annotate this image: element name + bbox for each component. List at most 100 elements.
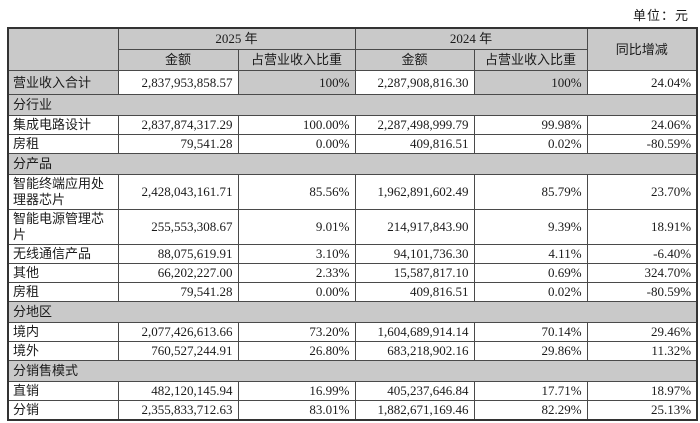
- table-row: 房租 79,541.28 0.00% 409,816.51 0.02% -80.59%: [7, 282, 698, 302]
- table-cell: 214,917,843.90: [354, 209, 475, 245]
- section-row: 分销售模式: [7, 360, 698, 382]
- table-cell: 409,816.51: [354, 134, 475, 154]
- table-row: 分销 2,355,833,712.63 83.01% 1,882,671,169.46…: [7, 400, 698, 421]
- table-cell: 2,287,908,816.30: [354, 70, 475, 95]
- header-year-2025: 2025 年: [117, 27, 356, 50]
- table-row: 无线通信产品 88,075,619.91 3.10% 94,101,736.30 4.1…: [7, 244, 698, 264]
- table-cell: 83.01%: [237, 400, 356, 421]
- revenue-breakdown-table: 2025 年 2024 年 同比增减 金额 占营业收入比重 金额 占营业收入比重…: [7, 27, 699, 421]
- row-label: 分销: [7, 400, 119, 421]
- table-cell: 25.13%: [586, 400, 698, 421]
- table-cell: 16.99%: [237, 381, 356, 401]
- table-cell: -80.59%: [586, 134, 698, 154]
- table-cell: 85.56%: [237, 174, 356, 210]
- row-label: 集成电路设计: [7, 115, 119, 135]
- table-cell: 3.10%: [237, 244, 356, 264]
- row-label: 其他: [7, 263, 119, 283]
- table-cell: 0.69%: [473, 263, 588, 283]
- table-cell: 0.02%: [473, 134, 588, 154]
- table-row: 智能终端应用处理器芯片 2,428,043,161.71 85.56% 1,962,8…: [7, 174, 698, 210]
- section-row: 分地区: [7, 301, 698, 323]
- table-cell: 2,428,043,161.71: [117, 174, 239, 210]
- row-label: 房租: [7, 134, 119, 154]
- table-row: 营业收入合计 2,837,953,858.57 100% 2,287,908,816.…: [7, 70, 698, 95]
- row-label: 智能电源管理芯片: [7, 209, 119, 245]
- header-row-measures: 金额 占营业收入比重 金额 占营业收入比重: [8, 49, 697, 71]
- row-label: 智能终端应用处理器芯片: [7, 174, 119, 210]
- table-cell: 2,355,833,712.63: [117, 400, 239, 421]
- table-cell: -80.59%: [586, 282, 698, 302]
- table-cell: 405,237,646.84: [354, 381, 475, 401]
- header-amount-2024: 金额: [354, 49, 475, 71]
- table-cell: 0.00%: [237, 282, 356, 302]
- header-row-years: 2025 年 2024 年 同比增减: [7, 27, 698, 71]
- table-cell: 17.71%: [473, 381, 588, 401]
- table-cell: 24.04%: [586, 70, 698, 95]
- table-cell: 2.33%: [237, 263, 356, 283]
- table-cell: 1,604,689,914.14: [354, 322, 475, 342]
- table-cell: 23.70%: [586, 174, 698, 210]
- table-cell: -6.40%: [586, 244, 698, 264]
- table-cell: 2,077,426,613.66: [117, 322, 239, 342]
- row-label: 无线通信产品: [7, 244, 119, 264]
- table-cell: 2,837,874,317.29: [117, 115, 239, 135]
- table-cell: 79,541.28: [117, 134, 239, 154]
- table-cell: 9.39%: [473, 209, 588, 245]
- table-cell: 1,962,891,602.49: [354, 174, 475, 210]
- row-label: 境内: [7, 322, 119, 342]
- section-label: 分地区: [7, 301, 698, 323]
- section-label: 分产品: [7, 153, 698, 175]
- table-row: 其他 66,202,227.00 2.33% 15,587,817.10 0.69% 32…: [7, 263, 698, 283]
- header-year-2024: 2024 年: [354, 27, 588, 50]
- section-label: 分销售模式: [7, 360, 698, 382]
- table-cell: 324.70%: [586, 263, 698, 283]
- table-cell: 85.79%: [473, 174, 588, 210]
- table-cell: 0.00%: [237, 134, 356, 154]
- unit-label: 单位：元: [632, 8, 689, 23]
- table-cell: 4.11%: [473, 244, 588, 264]
- table-cell: 760,527,244.91: [117, 341, 239, 361]
- section-row: 分行业: [7, 94, 698, 116]
- table-row: 直销 482,120,145.94 16.99% 405,237,646.84 17.7…: [7, 381, 698, 401]
- table-cell: 100.00%: [237, 115, 356, 135]
- table-cell: 255,553,308.67: [117, 209, 239, 245]
- table-cell: 66,202,227.00: [117, 263, 239, 283]
- table-row: 集成电路设计 2,837,874,317.29 100.00% 2,287,498,9…: [7, 115, 698, 135]
- header-pct-2025: 占营业收入比重: [237, 49, 356, 71]
- table-cell: 100%: [473, 70, 588, 95]
- header-amount-2025: 金额: [117, 49, 239, 71]
- header-yoy: 同比增减: [586, 27, 698, 71]
- section-row: 分产品: [7, 153, 698, 175]
- table-header: 2025 年 2024 年 同比增减 金额 占营业收入比重 金额 占营业收入比重: [7, 27, 698, 71]
- table-cell: 29.46%: [586, 322, 698, 342]
- corner-cell: [7, 27, 119, 71]
- table-row: 房租 79,541.28 0.00% 409,816.51 0.02% -80.59%: [7, 134, 698, 154]
- table-cell: 94,101,736.30: [354, 244, 475, 264]
- table-cell: 79,541.28: [117, 282, 239, 302]
- table-cell: 82.29%: [473, 400, 588, 421]
- table-cell: 0.02%: [473, 282, 588, 302]
- table-cell: 15,587,817.10: [354, 263, 475, 283]
- table-cell: 11.32%: [586, 341, 698, 361]
- row-label: 营业收入合计: [7, 70, 119, 95]
- table-cell: 9.01%: [237, 209, 356, 245]
- table-cell: 70.14%: [473, 322, 588, 342]
- table-body: 营业收入合计 2,837,953,858.57 100% 2,287,908,816.…: [7, 70, 698, 421]
- table-cell: 2,287,498,999.79: [354, 115, 475, 135]
- table-cell: 2,837,953,858.57: [117, 70, 239, 95]
- row-label: 境外: [7, 341, 119, 361]
- table-cell: 29.86%: [473, 341, 588, 361]
- row-label: 直销: [7, 381, 119, 401]
- table-cell: 482,120,145.94: [117, 381, 239, 401]
- table-cell: 1,882,671,169.46: [354, 400, 475, 421]
- table-cell: 683,218,902.16: [354, 341, 475, 361]
- table-cell: 26.80%: [237, 341, 356, 361]
- section-label: 分行业: [7, 94, 698, 116]
- table-cell: 88,075,619.91: [117, 244, 239, 264]
- table-row: 境外 760,527,244.91 26.80% 683,218,902.16 29.8…: [7, 341, 698, 361]
- header-pct-2024: 占营业收入比重: [473, 49, 588, 71]
- table-cell: 18.97%: [586, 381, 698, 401]
- row-label: 房租: [7, 282, 119, 302]
- table-cell: 24.06%: [586, 115, 698, 135]
